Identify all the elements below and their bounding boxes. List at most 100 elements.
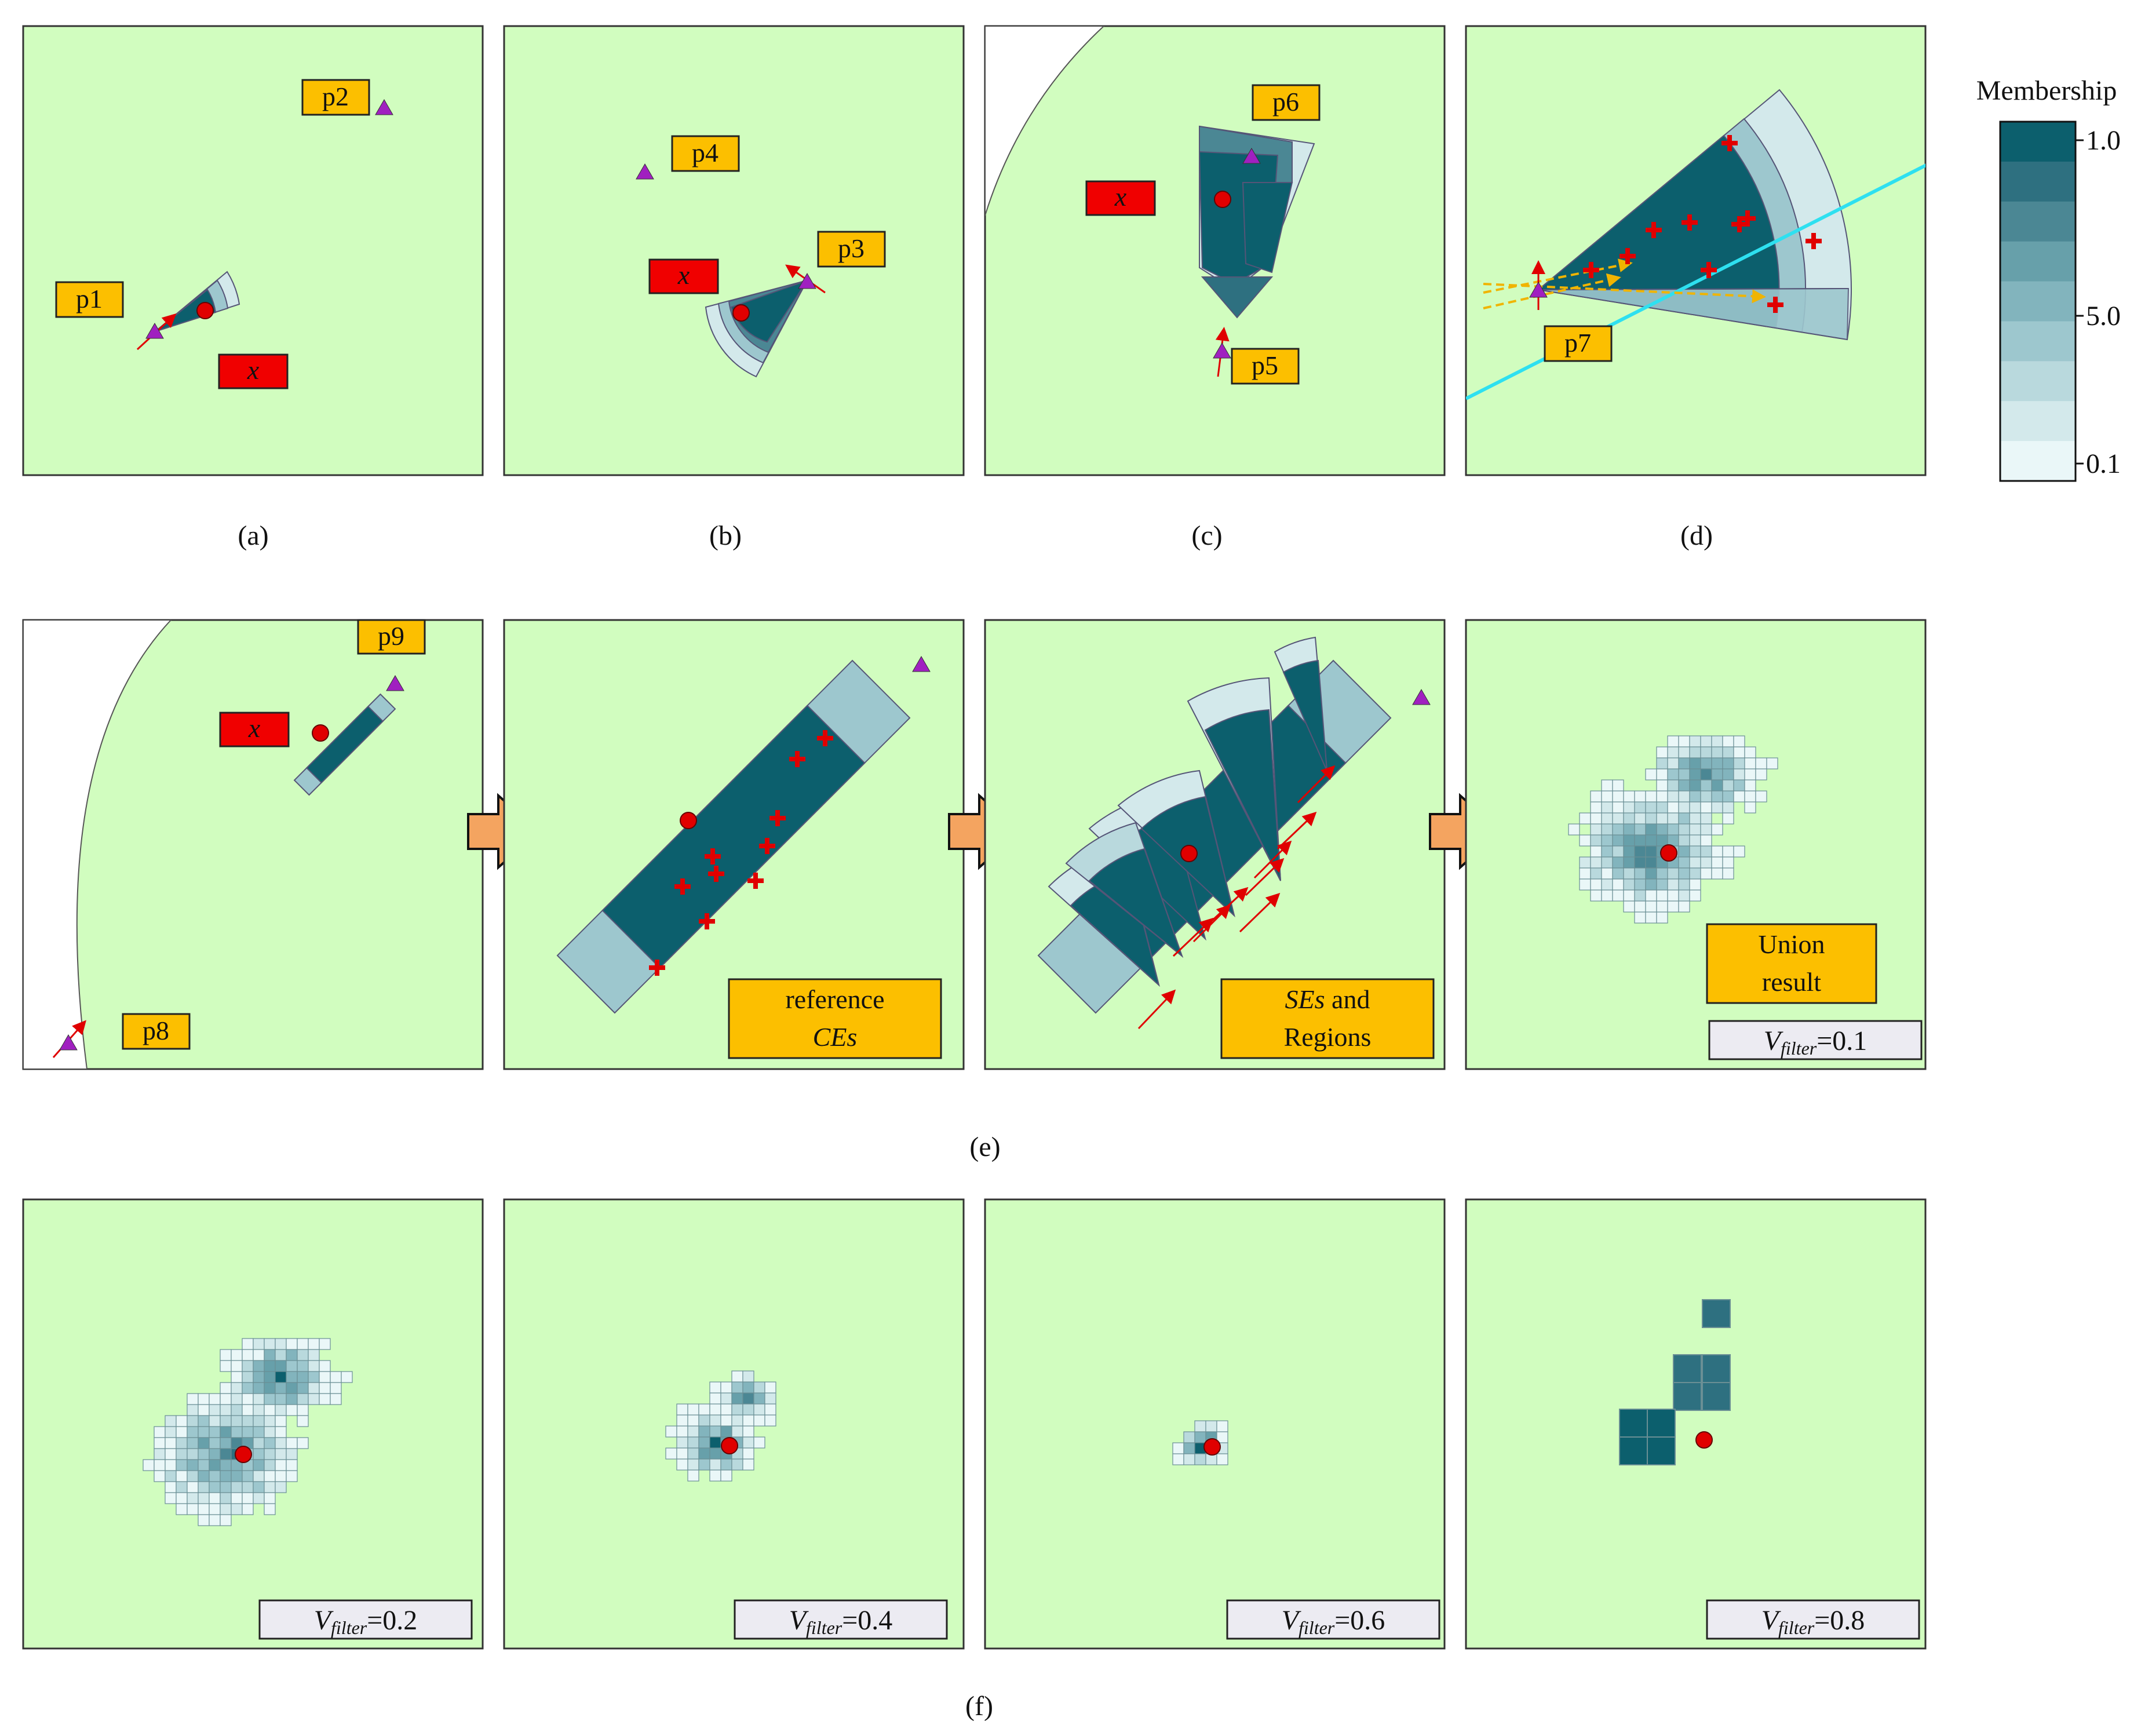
svg-text:p6: p6	[1272, 87, 1299, 116]
grid-cell	[731, 1392, 743, 1405]
grid-cell	[1722, 812, 1734, 825]
grid-cell	[1623, 834, 1635, 847]
grid-cell	[1579, 856, 1591, 869]
grid-cell	[264, 1503, 276, 1515]
grid-cell	[220, 1349, 232, 1361]
grid-cell	[1733, 768, 1745, 781]
panel-f3: Vfilter=0.6	[984, 1198, 1446, 1650]
grid-cell	[687, 1425, 699, 1438]
grid-cell	[1601, 867, 1613, 880]
grid-cell	[753, 1403, 765, 1416]
grid-cell	[253, 1371, 265, 1383]
target-point	[235, 1446, 252, 1463]
grid-cell	[1711, 735, 1723, 747]
grid-cell	[253, 1360, 265, 1372]
filter-box: Vfilter=0.6	[1226, 1599, 1440, 1640]
grid-cell	[1667, 768, 1679, 781]
grid-cell	[264, 1404, 276, 1416]
grid-cell	[1590, 823, 1602, 836]
grid-cell	[242, 1481, 254, 1493]
legend-band	[2000, 241, 2076, 282]
grid-cell	[1667, 746, 1679, 758]
grid-cell	[1700, 867, 1712, 880]
grid-cell	[198, 1470, 210, 1482]
grid-cell	[1645, 889, 1657, 902]
panel-b: p4 p3 x	[503, 25, 965, 476]
grid-cell	[1623, 812, 1635, 825]
grid-cell	[1623, 801, 1635, 814]
grid-cell	[242, 1426, 254, 1438]
grid-cell	[742, 1392, 754, 1405]
grid-cell	[1183, 1442, 1195, 1454]
grid-cell	[1590, 878, 1602, 891]
grid-cell	[687, 1469, 699, 1482]
svg-text:x: x	[1114, 182, 1127, 211]
grid-cell	[1656, 900, 1668, 913]
grid-cell	[253, 1415, 265, 1427]
grid-cell	[1678, 867, 1690, 880]
grid-cell	[687, 1414, 699, 1427]
grid-cell	[1744, 768, 1756, 781]
grid-cell	[1656, 746, 1668, 758]
filter-box: Vfilter=0.4	[734, 1599, 948, 1640]
grid-cell	[209, 1393, 221, 1405]
label-p3: p3	[817, 231, 886, 268]
grid-cell	[1667, 867, 1679, 880]
observer-triangle	[59, 1034, 78, 1051]
grid-cell	[698, 1447, 710, 1460]
observer-triangle	[386, 674, 404, 691]
rect-region	[556, 659, 911, 1014]
grid-cell	[1623, 900, 1635, 913]
grid-cell	[753, 1392, 765, 1405]
grid-cell	[264, 1338, 276, 1350]
target-point	[1660, 844, 1677, 862]
grid-cell	[330, 1382, 342, 1394]
target-point	[732, 304, 750, 322]
grid-cell	[286, 1404, 298, 1416]
grid-cell	[165, 1459, 177, 1471]
grid-cell	[275, 1349, 287, 1361]
grid-cell	[220, 1470, 232, 1482]
grid-cell	[176, 1503, 188, 1515]
grid-cell	[742, 1425, 754, 1438]
grid-cell	[253, 1481, 265, 1493]
observer-triangle	[912, 655, 931, 672]
grid-cell	[1689, 856, 1701, 869]
grid-cell	[297, 1404, 309, 1416]
grid-cell	[1601, 856, 1613, 869]
target-point	[1214, 191, 1231, 208]
grid-cell	[154, 1448, 166, 1460]
grid-cell	[1205, 1420, 1217, 1432]
grid-cell	[1656, 768, 1668, 781]
legend-band	[2000, 161, 2076, 202]
grid-cell	[1634, 845, 1646, 858]
svg-text:p5: p5	[1252, 351, 1278, 380]
grid-cell	[1656, 867, 1668, 880]
grid-cell	[1172, 1453, 1184, 1465]
grid-cell	[1755, 757, 1767, 769]
grid-cell	[1656, 812, 1668, 825]
grid-cell	[1645, 812, 1657, 825]
grid-cell	[1733, 746, 1745, 758]
grid-cell	[264, 1437, 276, 1449]
grid-cell	[1612, 812, 1624, 825]
grid-cell	[220, 1448, 232, 1460]
grid-cell	[253, 1338, 265, 1350]
grid-cell	[1645, 768, 1657, 781]
grid-cell	[231, 1393, 243, 1405]
grid-cell	[231, 1503, 243, 1515]
grid-cell	[231, 1470, 243, 1482]
label-p9: p9	[357, 619, 426, 655]
target-point	[1203, 1438, 1221, 1456]
grid-cell	[231, 1371, 243, 1383]
grid-cell	[1700, 801, 1712, 814]
label-x: x	[219, 712, 290, 747]
grid-cell	[286, 1448, 298, 1460]
caption-f: (f)	[965, 1691, 993, 1722]
grid-cell	[198, 1492, 210, 1504]
grid-cell	[742, 1370, 754, 1383]
grid-cell	[1634, 790, 1646, 803]
grid-cell	[1678, 878, 1690, 891]
grid-cell	[731, 1414, 743, 1427]
grid-cell	[764, 1392, 776, 1405]
